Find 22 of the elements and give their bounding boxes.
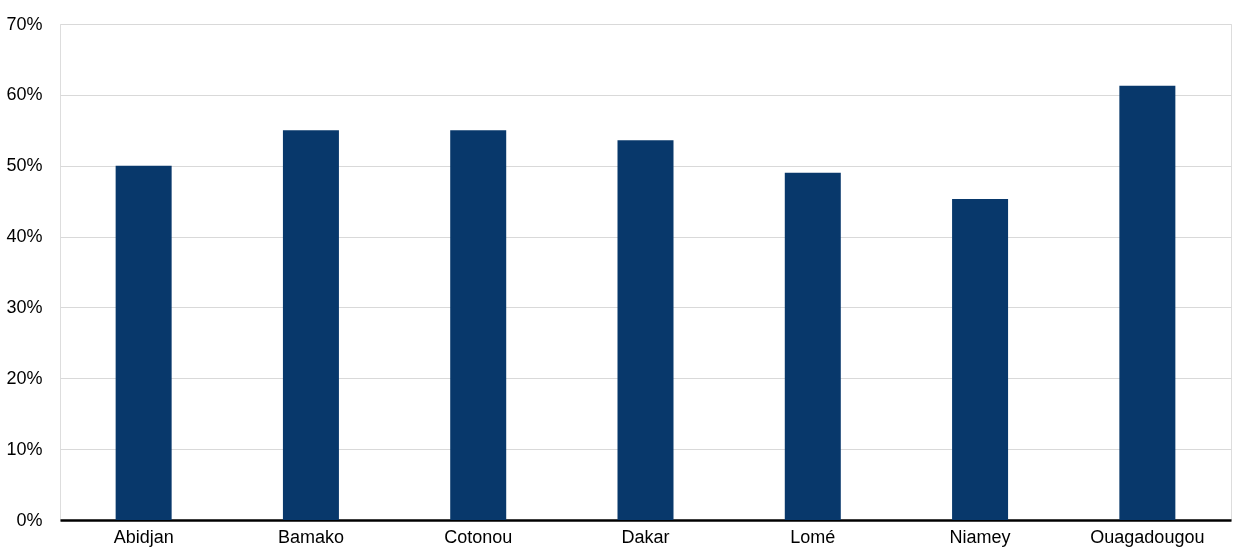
x-tick-label: Bamako <box>277 526 344 547</box>
y-tick-label: 70% <box>6 13 43 34</box>
x-tick-label: Abidjan <box>113 526 174 547</box>
bar <box>952 199 1009 520</box>
y-tick-label: 0% <box>16 509 43 530</box>
x-tick-label: Ouagadougou <box>1090 526 1205 547</box>
y-tick-label: 30% <box>6 296 43 317</box>
bar <box>450 130 507 520</box>
x-tick-label: Cotonou <box>444 526 513 547</box>
y-tick-label: 40% <box>6 226 43 247</box>
bar <box>282 130 339 520</box>
bar <box>617 140 674 520</box>
bar <box>784 172 841 520</box>
x-tick-label: Lomé <box>790 526 836 547</box>
y-tick-label: 20% <box>6 367 43 388</box>
bar <box>1119 85 1176 520</box>
y-tick-label: 10% <box>6 438 43 459</box>
y-tick-label: 60% <box>6 84 43 105</box>
x-tick-label: Niamey <box>949 526 1011 547</box>
y-tick-label: 50% <box>6 155 43 176</box>
x-tick-label: Dakar <box>621 526 670 547</box>
bar <box>115 165 172 520</box>
